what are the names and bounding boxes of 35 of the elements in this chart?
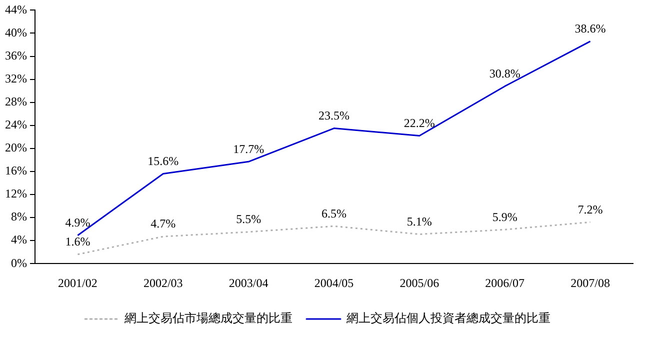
y-tick-label: 28% (4, 94, 27, 108)
data-label: 38.6% (574, 21, 606, 36)
data-label: 5.1% (406, 214, 432, 228)
legend-label: 網上交易佔個人投資者總成交量的比重 (346, 311, 550, 326)
y-tick-label: 0% (10, 256, 27, 270)
x-tick-label: 2006/07 (485, 276, 525, 290)
legend-label: 網上交易佔市場總成交量的比重 (124, 311, 292, 326)
y-tick-label: 40% (4, 25, 27, 40)
data-label: 1.6% (65, 234, 90, 249)
x-tick-label: 2004/05 (314, 276, 354, 290)
y-tick-label: 24% (4, 118, 27, 132)
data-label: 6.5% (322, 206, 346, 220)
data-label: 5.5% (236, 212, 262, 226)
y-tick-label: 32% (4, 71, 27, 86)
data-label: 4.9% (65, 216, 90, 230)
data-label: 15.6% (148, 154, 179, 168)
data-label: 30.8% (489, 66, 520, 80)
y-tick-label: 12% (4, 186, 27, 201)
y-tick-label: 4% (10, 232, 27, 247)
y-tick-label: 36% (4, 48, 27, 62)
x-tick-label: 2007/08 (570, 276, 610, 290)
x-tick-label: 2005/06 (400, 276, 440, 290)
data-label: 17.7% (233, 142, 264, 156)
y-tick-label: 8% (10, 210, 27, 224)
x-tick-label: 2003/04 (228, 276, 268, 290)
data-label: 4.7% (150, 216, 176, 231)
data-label: 22.2% (404, 116, 435, 130)
x-tick-label: 2002/03 (143, 276, 183, 290)
y-tick-label: 44% (4, 2, 27, 16)
x-tick-label: 2001/02 (58, 276, 98, 290)
data-label: 7.2% (578, 202, 603, 216)
y-tick-label: 20% (4, 140, 27, 155)
y-tick-label: 16% (4, 164, 27, 178)
data-label: 23.5% (318, 108, 350, 122)
data-label: 5.9% (492, 210, 518, 224)
